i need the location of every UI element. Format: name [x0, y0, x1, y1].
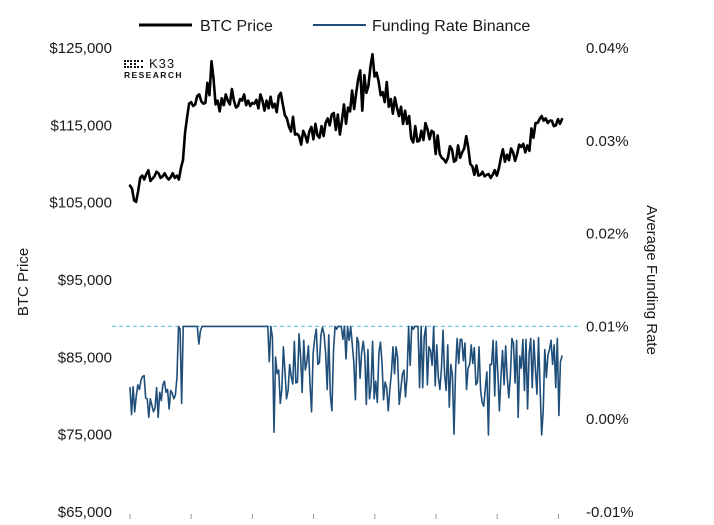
right-tick-label: -0.01% — [586, 504, 634, 521]
x-axis — [129, 514, 559, 519]
right-axis-ticks: 0.04% 0.03% 0.02% 0.01% 0.00% -0.01% — [586, 40, 634, 521]
series-line-funding-rate-binance — [129, 325, 563, 436]
logo-text-research: RESEARCH — [124, 70, 183, 80]
k33-logo-mark — [124, 60, 143, 68]
k33-research-logo: K33 RESEARCH — [124, 56, 183, 80]
left-axis-ticks: $125,000 $115,000 $105,000 $95,000 $85,000 $7… — [49, 40, 112, 521]
series-line-btc-price — [128, 52, 564, 204]
logo-text-k33: K33 — [149, 56, 175, 71]
right-tick-label: 0.04% — [586, 40, 629, 57]
legend-label-funding-rate: Funding Rate Binance — [372, 18, 530, 35]
legend-label-btc-price: BTC Price — [200, 18, 273, 35]
right-tick-label: 0.03% — [586, 133, 629, 150]
right-axis-title: Average Funding Rate — [643, 205, 660, 355]
left-tick-label: $125,000 — [49, 40, 112, 57]
right-tick-label: 0.02% — [586, 226, 629, 243]
right-tick-label: 0.01% — [586, 318, 629, 335]
left-tick-label: $65,000 — [58, 504, 112, 521]
left-tick-label: $85,000 — [58, 349, 112, 366]
right-tick-label: 0.00% — [586, 411, 629, 428]
left-tick-label: $95,000 — [58, 272, 112, 289]
left-tick-label: $115,000 — [51, 117, 112, 134]
series-group — [128, 52, 564, 436]
legend: BTC Price Funding Rate Binance — [139, 18, 530, 35]
left-axis-title: BTC Price — [15, 248, 32, 316]
left-tick-label: $75,000 — [58, 427, 112, 444]
left-tick-label: $105,000 — [49, 195, 112, 212]
